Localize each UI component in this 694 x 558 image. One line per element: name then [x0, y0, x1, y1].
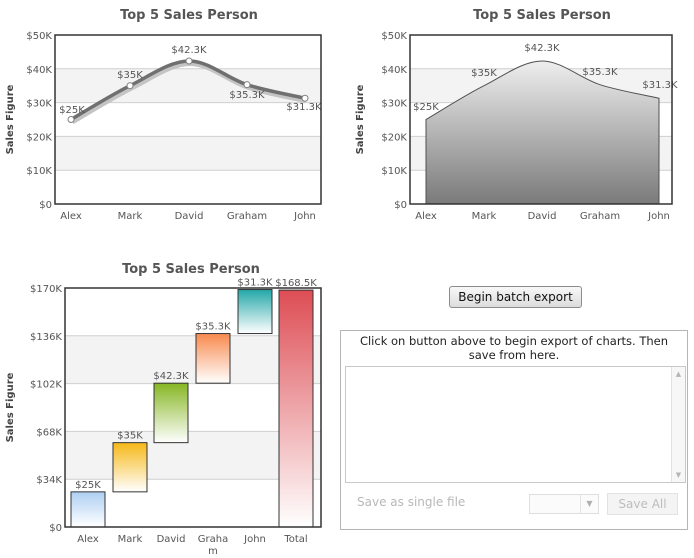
plot-border	[64, 287, 322, 528]
chart-title: Top 5 Sales Person	[120, 8, 258, 23]
data-point	[185, 57, 193, 65]
data-label: $31.3K	[286, 102, 322, 113]
export-list[interactable]: ▲ ▼	[345, 366, 686, 483]
scroll-up-arrow-icon[interactable]: ▲	[675, 370, 682, 378]
y-tick-label: $0	[49, 523, 62, 534]
series-area	[425, 60, 660, 205]
y-tick-label: $40K	[381, 65, 407, 76]
x-tick-label: Mark	[118, 534, 143, 545]
waterfall-chart-panel: Top 5 Sales Person $0 $34K $68K $102K $136K $1…	[0, 255, 340, 558]
x-tick-label: Alex	[60, 211, 82, 222]
scroll-down-arrow-icon[interactable]: ▼	[675, 471, 682, 479]
data-label: $42.3K	[171, 45, 207, 56]
data-label: $35K	[117, 70, 143, 81]
data-label: $42.3K	[153, 371, 189, 382]
chart-title: Top 5 Sales Person	[122, 262, 260, 277]
export-list-scrollbar[interactable]: ▲ ▼	[671, 367, 685, 482]
save-all-button[interactable]: Save All	[607, 493, 678, 515]
data-label: $31.3K	[237, 278, 273, 289]
data-label: $168.5K	[275, 278, 317, 289]
x-tick-label: John	[293, 211, 316, 222]
data-label: $25K	[59, 105, 85, 116]
y-tick-label: $34K	[36, 475, 62, 486]
waterfall-bar	[70, 491, 106, 528]
y-tick-label: $30K	[26, 99, 52, 110]
plot-border	[54, 34, 322, 205]
x-tick-label: Graham	[580, 211, 620, 222]
y-tick-label: $170K	[30, 284, 62, 295]
y-tick-label: $50K	[26, 31, 52, 42]
waterfall-bar	[237, 289, 273, 335]
y-tick-label: $136K	[30, 332, 62, 343]
export-instructions: Click on button above to begin export of…	[359, 334, 669, 362]
x-tick-label: Total	[283, 534, 307, 545]
export-panel: Click on button above to begin export of…	[340, 330, 688, 530]
data-label: $35K	[117, 431, 143, 442]
x-tick-label: John	[647, 211, 670, 222]
y-tick-label: $68K	[36, 427, 62, 438]
chart-title: Top 5 Sales Person	[473, 8, 611, 23]
y-tick-label: $20K	[26, 132, 52, 143]
data-label: $42.3K	[524, 43, 560, 54]
data-label: $35.3K	[582, 67, 618, 78]
waterfall-bar	[195, 333, 231, 384]
y-tick-label: $0	[39, 200, 52, 211]
area-chart-panel: Top 5 Sales Person $0 $10K $20K $30K $40K $50K…	[350, 0, 694, 240]
line-chart: Top 5 Sales Person $0 $10K $20K $30K $40K $50K…	[5, 8, 322, 222]
y-tick-label: $10K	[381, 166, 407, 177]
data-label: $35.3K	[195, 322, 231, 333]
area-chart: Top 5 Sales Person $0 $10K $20K $30K $40K $50K…	[355, 8, 678, 222]
plot-border	[409, 34, 673, 205]
y-axis-label: Sales Figure	[5, 84, 16, 154]
y-tick-label: $0	[394, 200, 407, 211]
data-label: $35.3K	[229, 90, 265, 101]
x-tick-label: John	[243, 534, 266, 545]
y-axis-label: Sales Figure	[355, 84, 366, 154]
y-tick-label: $20K	[381, 132, 407, 143]
begin-batch-export-button[interactable]: Begin batch export	[449, 286, 582, 308]
grid-band	[55, 136, 321, 171]
data-point	[126, 82, 134, 90]
x-tick-label: David	[175, 211, 204, 222]
x-tick-label: Graham	[227, 211, 267, 222]
data-point	[243, 81, 251, 89]
x-tick-label: Alex	[415, 211, 437, 222]
x-tick-label: Alex	[77, 534, 99, 545]
waterfall-bar	[112, 442, 148, 493]
waterfall-bar	[153, 382, 189, 444]
save-as-single-file-label[interactable]: Save as single file	[357, 495, 466, 509]
y-tick-label: $30K	[381, 99, 407, 110]
waterfall-bar	[278, 289, 314, 528]
x-tick-label: Mark	[472, 211, 497, 222]
waterfall-chart: Top 5 Sales Person $0 $34K $68K $102K $136K $1…	[5, 262, 322, 557]
x-tick-label: Mark	[118, 211, 143, 222]
data-label: $25K	[75, 480, 101, 491]
data-point	[67, 116, 75, 123]
data-label: $35K	[471, 68, 497, 79]
y-tick-label: $102K	[30, 380, 62, 391]
data-label: $31.3K	[642, 80, 678, 91]
line-chart-panel: Top 5 Sales Person $0 $10K $20K $30K $40K $50K…	[0, 0, 340, 240]
y-axis-label: Sales Figure	[5, 372, 16, 442]
data-point	[301, 94, 309, 102]
x-tick-label: David	[528, 211, 557, 222]
grid-band	[65, 431, 321, 480]
grid-band	[65, 335, 321, 384]
export-format-select[interactable]: ▼	[529, 494, 599, 514]
y-tick-label: $50K	[381, 31, 407, 42]
x-tick-label: David	[157, 534, 186, 545]
y-tick-label: $10K	[26, 166, 52, 177]
y-tick-label: $40K	[26, 65, 52, 76]
chevron-down-icon[interactable]: ▼	[580, 495, 598, 513]
data-label: $25K	[413, 102, 439, 113]
